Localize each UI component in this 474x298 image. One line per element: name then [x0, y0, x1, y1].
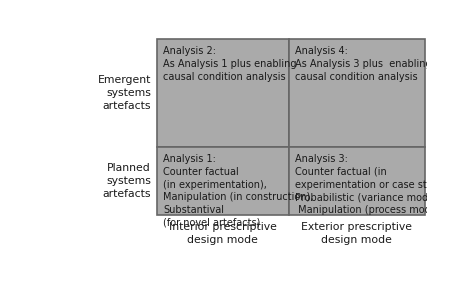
Text: Analysis 2:
As Analysis 1 plus enabling
causal condition analysis: Analysis 2: As Analysis 1 plus enabling … [163, 46, 297, 82]
Bar [156, 39, 289, 147]
Text: Exterior prescriptive
design mode: Exterior prescriptive design mode [301, 222, 412, 245]
Text: Planned
systems
artefacts: Planned systems artefacts [102, 163, 151, 199]
Bar [156, 147, 289, 215]
Text: Analysis 1:
Counter factual
(in experimentation),
Manipulation (in construction): Analysis 1: Counter factual (in experime… [163, 154, 314, 228]
Text: Interior prescriptive
design mode: Interior prescriptive design mode [169, 222, 277, 245]
Bar [289, 147, 425, 215]
Text: Emergent
systems
artefacts: Emergent systems artefacts [98, 75, 151, 111]
Bar [289, 39, 425, 147]
Text: Analysis 4:
As Analysis 3 plus  enabling
causal condition analysis: Analysis 4: As Analysis 3 plus enabling … [295, 46, 432, 82]
Text: Analysis 3:
Counter factual (in
experimentation or case studies),
Probabilistic : Analysis 3: Counter factual (in experime… [295, 154, 460, 215]
